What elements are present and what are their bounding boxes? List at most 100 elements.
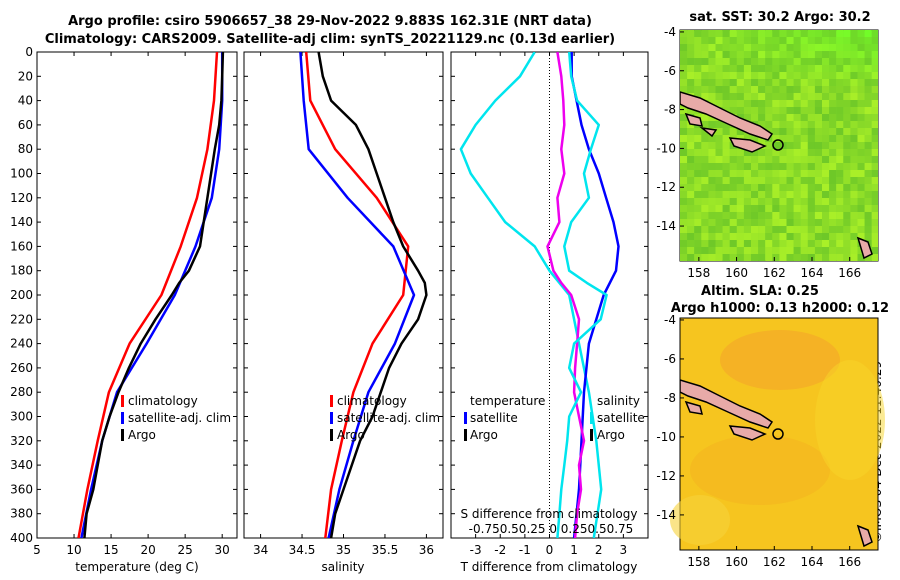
sst-cell	[850, 254, 858, 261]
sst-cell	[772, 72, 780, 80]
sst-cell	[829, 93, 837, 101]
sst-cell	[687, 44, 695, 52]
sst-cell	[800, 226, 808, 234]
sst-cell	[822, 149, 830, 157]
sst-cell	[857, 51, 865, 59]
sst-cell	[786, 114, 794, 122]
sst-cell	[843, 114, 851, 122]
sst-cell	[836, 86, 844, 94]
sst-cell	[822, 135, 830, 143]
sst-cell	[829, 191, 837, 199]
sst-cell	[743, 72, 752, 80]
sst-cell	[864, 44, 872, 52]
sst-cell	[864, 184, 872, 192]
sst-cell	[786, 233, 794, 241]
sst-cell	[743, 30, 752, 38]
sst-cell	[800, 247, 808, 255]
sst-cell	[772, 205, 780, 213]
sst-cell	[758, 30, 766, 38]
sst-cell	[694, 93, 702, 101]
sst-cell	[701, 114, 709, 122]
sst-cell	[836, 79, 844, 87]
sst-cell	[701, 163, 709, 171]
sst-cell	[800, 72, 808, 80]
sst-cell	[836, 100, 844, 108]
sst-cell	[864, 177, 872, 185]
sst-cell	[779, 205, 787, 213]
map-x-tick-label: 164	[801, 555, 824, 569]
temperature-legend: climatology satellite-adj. clim Argo	[121, 394, 231, 442]
island-outline	[680, 91, 774, 141]
sst-cell	[758, 163, 766, 171]
sst-cell	[793, 226, 801, 234]
sst-cell	[864, 93, 872, 101]
sst-cell	[779, 107, 787, 115]
sst-cell	[765, 107, 773, 115]
sst-cell	[722, 240, 730, 248]
sst-cell	[765, 240, 773, 248]
sst-cell	[857, 86, 865, 94]
sst-cell	[814, 107, 823, 115]
sst-cell	[736, 93, 744, 101]
sst-cell	[694, 163, 702, 171]
y-tick-label: 40	[18, 94, 33, 108]
sst-cell	[765, 191, 773, 199]
sst-cell	[715, 79, 723, 87]
sst-cell	[864, 205, 872, 213]
sst-cell	[864, 107, 872, 115]
sst-cell	[729, 254, 737, 261]
sst-cell	[729, 219, 737, 227]
sst-cell	[793, 121, 801, 129]
sst-cell	[708, 247, 716, 255]
sst-cell	[736, 107, 744, 115]
sst-cell	[765, 79, 773, 87]
sst-cell	[786, 219, 794, 227]
sst-cell	[829, 79, 837, 87]
sst-cell	[843, 219, 851, 227]
sst-cell	[758, 65, 766, 73]
sst-cell	[807, 100, 815, 108]
sst-cell	[743, 51, 752, 59]
sst-cell	[857, 233, 865, 241]
sst-cell	[751, 226, 759, 234]
x-axis-label-salinity: salinity	[321, 560, 364, 574]
sst-cell	[843, 107, 851, 115]
sst-cell	[779, 219, 787, 227]
sst-cell	[694, 65, 702, 73]
sst-cell	[857, 254, 865, 261]
sst-cell	[680, 51, 688, 59]
sst-cell	[850, 240, 858, 248]
sst-cell	[857, 212, 865, 220]
sst-cell	[779, 93, 787, 101]
sst-cell	[715, 198, 723, 206]
sst-cell	[694, 198, 702, 206]
sst-cell	[786, 177, 794, 185]
y-tick-label: 280	[10, 385, 33, 399]
sst-cell	[687, 247, 695, 255]
sst-cell	[864, 79, 872, 87]
sst-cell	[743, 198, 752, 206]
sst-cell	[822, 93, 830, 101]
y-tick-label: 140	[10, 215, 33, 229]
sst-cell	[765, 72, 773, 80]
island-outline	[728, 137, 767, 153]
sst-cell	[743, 170, 752, 178]
sst-cell	[722, 51, 730, 59]
sst-cell	[736, 163, 744, 171]
sst-cell	[772, 121, 780, 129]
map-y-tick-label: -8	[664, 391, 676, 405]
sst-cell	[843, 149, 851, 157]
sst-cell	[772, 177, 780, 185]
sst-cell	[758, 100, 766, 108]
sst-cell	[715, 58, 723, 66]
sst-cell	[722, 37, 730, 45]
sst-cell	[793, 135, 801, 143]
sst-cell	[687, 233, 695, 241]
sst-cell	[807, 240, 815, 248]
sst-cell	[807, 58, 815, 66]
sst-cell	[687, 51, 695, 59]
sst-cell	[758, 79, 766, 87]
sst-cell	[722, 247, 730, 255]
sst-cell	[708, 198, 716, 206]
sst-cell	[729, 30, 737, 38]
